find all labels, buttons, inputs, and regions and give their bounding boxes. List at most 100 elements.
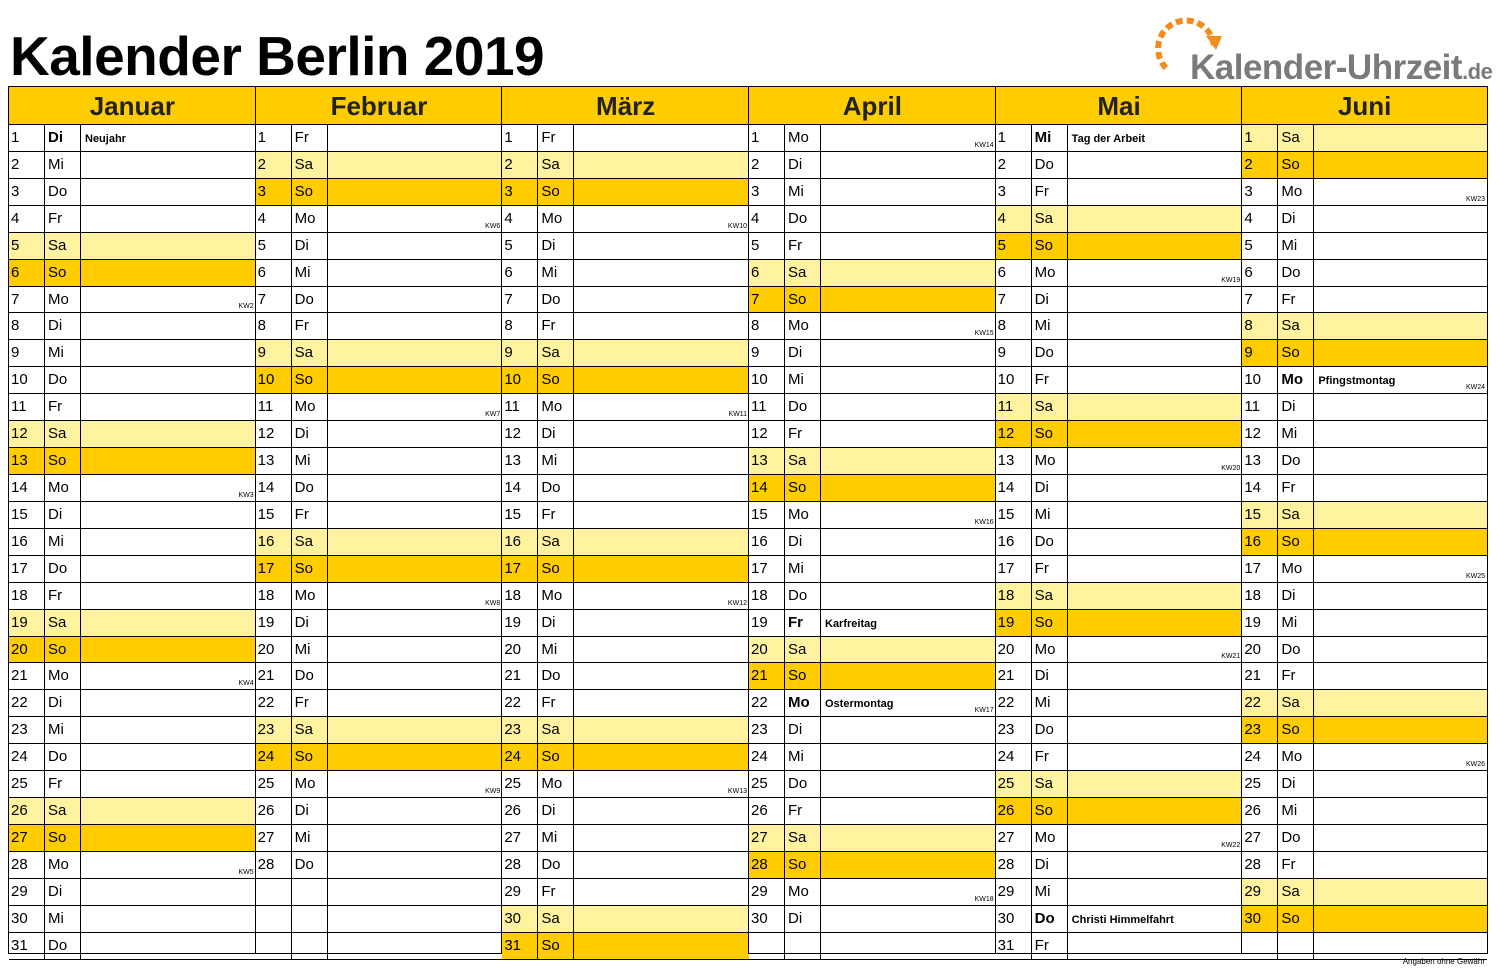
day-note <box>574 933 749 959</box>
day-number: 11 <box>1242 394 1279 421</box>
day-number: 18 <box>9 582 45 609</box>
weekday-label: Di <box>785 340 821 367</box>
weekday-label: Sa <box>538 528 575 555</box>
day-note <box>81 179 256 205</box>
day-number: 22 <box>996 690 1032 717</box>
day-number: 13 <box>256 448 292 474</box>
day-note <box>1314 529 1487 555</box>
day-note <box>328 529 503 555</box>
day-number: 27 <box>749 824 785 851</box>
day-row: 20 Do <box>1242 636 1487 664</box>
day-note <box>821 637 996 663</box>
weekday-label: So <box>785 851 821 878</box>
day-note <box>821 717 996 743</box>
day-note <box>1314 583 1487 609</box>
day-note <box>1068 233 1243 259</box>
weekday-label: Fr <box>1278 286 1315 313</box>
weekday-label: Mi <box>1278 232 1315 259</box>
day-row: 26 Fr <box>749 798 996 825</box>
day-note <box>328 744 503 770</box>
weekday-label: Fr <box>538 878 575 905</box>
day-row: 16 Do <box>995 528 1243 556</box>
weekday-label: So <box>292 555 328 582</box>
day-number: 15 <box>1242 501 1279 528</box>
day-number: 19 <box>9 609 45 636</box>
day-number: 7 <box>256 286 292 313</box>
day-note <box>328 179 503 205</box>
day-number: 19 <box>1242 609 1279 636</box>
day-note <box>328 313 503 339</box>
day-note: KW12 <box>574 583 749 609</box>
weekday-label: Do <box>292 663 328 690</box>
weekday-label: Do <box>785 394 821 421</box>
day-row: 28 Do <box>502 851 749 879</box>
month-column-5: Juni 1 Sa 2 So 3 Mo KW23 4 Di 5 Mi 6 Do 7 Fr 8 Sa 9 So 10 Mo P… <box>1241 86 1488 960</box>
day-note <box>821 933 996 959</box>
day-note <box>81 583 256 609</box>
day-number: 27 <box>996 824 1032 851</box>
day-number: 1 <box>502 125 539 151</box>
day-number: 2 <box>256 151 292 178</box>
weekday-label: Mo <box>45 663 81 690</box>
day-note: KW11 <box>574 394 749 420</box>
weekday-label: So <box>45 824 81 851</box>
day-number: 25 <box>256 771 292 798</box>
weekday-label: So <box>538 367 575 394</box>
day-number: 29 <box>1242 878 1279 905</box>
weekday-label: Di <box>538 232 575 259</box>
day-note: KW5 <box>81 852 256 878</box>
day-number: 14 <box>9 474 45 501</box>
weekday-label: Do <box>785 582 821 609</box>
day-row: 20 Mo KW21 <box>995 636 1243 664</box>
weekday-label: Fr <box>45 771 81 798</box>
weekday-label: Sa <box>1278 125 1315 151</box>
day-number: 15 <box>256 501 292 528</box>
day-note <box>821 260 996 286</box>
weekday-label: Do <box>292 474 328 501</box>
day-row: 19 Mi <box>1242 609 1487 637</box>
page-title: Kalender Berlin 2019 <box>10 25 545 87</box>
day-note: KW14 <box>821 125 996 151</box>
day-number: 16 <box>256 528 292 555</box>
week-number: KW8 <box>485 599 501 607</box>
day-note <box>574 179 749 205</box>
day-note <box>81 529 256 555</box>
day-note <box>574 825 749 851</box>
weekday-label: Fr <box>1032 555 1068 582</box>
weekday-label: Mi <box>1032 125 1068 151</box>
day-row: 31 Do <box>9 932 256 960</box>
day-number: 7 <box>996 286 1032 313</box>
weekday-label: Mi <box>785 555 821 582</box>
weekday-label: Do <box>1032 905 1068 932</box>
weekday-label: Sa <box>45 232 81 259</box>
weekday-label: Mi <box>785 367 821 394</box>
day-note <box>328 287 503 313</box>
day-note <box>1068 152 1243 178</box>
day-row: 14 Do <box>502 474 749 502</box>
day-number: 22 <box>9 690 45 717</box>
day-number: 13 <box>1242 448 1279 474</box>
day-row: 5 Mi <box>1242 232 1487 260</box>
weekday-label: Do <box>45 367 81 394</box>
weekday-label: Sa <box>785 448 821 474</box>
day-row: 15 Di <box>9 501 256 529</box>
weekday-label: Mo <box>292 582 328 609</box>
day-note <box>1068 206 1243 232</box>
day-number: 5 <box>996 232 1032 259</box>
day-number: 14 <box>1242 474 1279 501</box>
day-number: 16 <box>749 528 785 555</box>
weekday-label: Di <box>292 798 328 824</box>
weekday-label: Do <box>292 286 328 313</box>
day-number: 15 <box>996 501 1032 528</box>
day-row: 4 Di <box>1242 205 1487 233</box>
weekday-label: Fr <box>785 421 821 448</box>
day-note: Pfingstmontag KW24 <box>1314 367 1487 393</box>
day-number: 20 <box>9 636 45 663</box>
weekday-label: Sa <box>785 824 821 851</box>
day-number: 21 <box>1242 663 1279 690</box>
day-row: 7 So <box>749 286 996 314</box>
day-number: 31 <box>996 932 1032 959</box>
day-note <box>821 744 996 770</box>
day-row: 15 Fr <box>255 501 503 529</box>
month-column-0: Januar 1 Di Neujahr 2 Mi 3 Do 4 Fr 5 Sa 6 So 7 Mo KW2 8 Di… <box>8 86 256 960</box>
